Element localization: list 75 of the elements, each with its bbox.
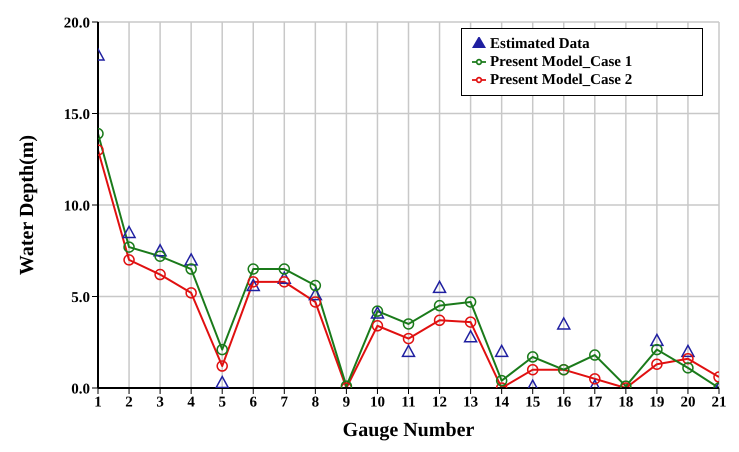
y-tick-label: 20.0 [64, 15, 90, 32]
x-tick-label: 21 [712, 394, 726, 411]
x-tick-label: 17 [587, 394, 603, 411]
point [185, 263, 197, 275]
x-tick-label: 6 [250, 394, 258, 411]
point [464, 316, 476, 328]
point [308, 288, 322, 300]
x-tick-label: 7 [280, 394, 289, 411]
point [589, 373, 601, 385]
y-tick-label: 10.0 [64, 198, 90, 214]
point [589, 349, 601, 361]
point [402, 332, 414, 344]
point [123, 241, 135, 253]
point [215, 376, 229, 388]
x-tick-label: 19 [649, 394, 664, 411]
point [246, 278, 260, 292]
x-tick-label: 10 [370, 394, 385, 411]
point [651, 358, 663, 370]
point [185, 287, 197, 299]
legend-label: Estimated Data [490, 36, 590, 52]
point [681, 344, 695, 358]
point [310, 280, 322, 292]
point [278, 271, 292, 284]
x-tick-label: 18 [618, 394, 634, 411]
point [153, 244, 167, 256]
x-tick-label: 12 [432, 394, 448, 411]
x-tick-label: 4 [187, 394, 196, 411]
point [494, 344, 508, 358]
x-tick-label: 15 [525, 394, 540, 411]
point [278, 263, 290, 275]
point [278, 276, 290, 288]
y-tick-label: 15.0 [64, 106, 90, 123]
point [682, 352, 694, 364]
point [682, 362, 694, 374]
point [434, 314, 446, 326]
point [464, 330, 478, 343]
x-tick-label: 9 [342, 394, 350, 411]
point [432, 280, 446, 294]
point [154, 250, 166, 262]
x-tick-label: 2 [125, 394, 133, 411]
legend-label: Present Model_Case 2 [490, 72, 632, 88]
point [184, 253, 198, 266]
y-tick-label: 0.0 [71, 381, 90, 398]
y-tick-label: 5.0 [71, 290, 90, 306]
point [122, 226, 136, 238]
y-axis-title: Water Depth(m) [16, 134, 38, 276]
point [154, 268, 166, 280]
point [526, 364, 538, 376]
x-tick-label: 13 [463, 394, 478, 411]
x-tick-label: 14 [494, 394, 510, 411]
point [651, 344, 663, 356]
point [496, 374, 508, 386]
point [248, 263, 259, 275]
point [216, 360, 228, 372]
point [526, 351, 538, 363]
point [372, 320, 384, 332]
point [402, 344, 416, 358]
point [310, 296, 322, 308]
x-tick-label: 8 [312, 394, 320, 411]
point [434, 300, 446, 312]
point [650, 334, 664, 346]
point [464, 296, 476, 308]
x-tick-label: 16 [556, 394, 572, 411]
x-tick-label: 11 [401, 394, 416, 411]
x-tick-label: 3 [156, 394, 164, 411]
legend-label: Present Model_Case 1 [490, 54, 632, 70]
point [216, 344, 228, 356]
x-tick-label: 20 [680, 394, 696, 411]
point [123, 254, 135, 266]
point [557, 317, 570, 330]
x-axis-title: Gauge Number [342, 419, 474, 441]
point [402, 318, 414, 330]
x-tick-label: 5 [218, 394, 226, 411]
x-tick-label: 1 [94, 394, 102, 411]
point [248, 276, 259, 288]
